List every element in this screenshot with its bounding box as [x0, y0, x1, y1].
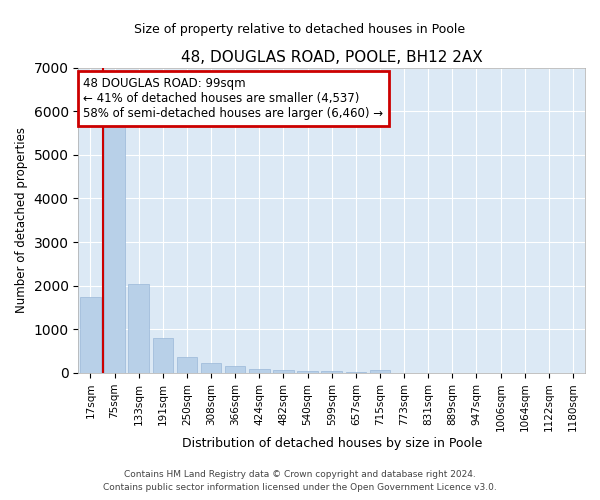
Text: 48 DOUGLAS ROAD: 99sqm
← 41% of detached houses are smaller (4,537)
58% of semi-: 48 DOUGLAS ROAD: 99sqm ← 41% of detached… [83, 76, 383, 120]
Bar [346, 372, 366, 373]
X-axis label: Distribution of detached houses by size in Poole: Distribution of detached houses by size … [182, 437, 482, 450]
Text: Contains HM Land Registry data © Crown copyright and database right 2024.
Contai: Contains HM Land Registry data © Crown c… [103, 470, 497, 492]
Bar [177, 358, 197, 373]
Bar [152, 338, 173, 373]
Bar [249, 368, 269, 373]
Bar [273, 370, 294, 373]
Bar [201, 362, 221, 373]
Bar [128, 284, 149, 373]
Y-axis label: Number of detached properties: Number of detached properties [15, 128, 28, 314]
Text: Size of property relative to detached houses in Poole: Size of property relative to detached ho… [134, 22, 466, 36]
Bar [104, 122, 125, 373]
Bar [80, 296, 101, 373]
Title: 48, DOUGLAS ROAD, POOLE, BH12 2AX: 48, DOUGLAS ROAD, POOLE, BH12 2AX [181, 50, 482, 65]
Bar [370, 370, 390, 373]
Bar [298, 370, 318, 373]
Bar [225, 366, 245, 373]
Bar [322, 372, 342, 373]
